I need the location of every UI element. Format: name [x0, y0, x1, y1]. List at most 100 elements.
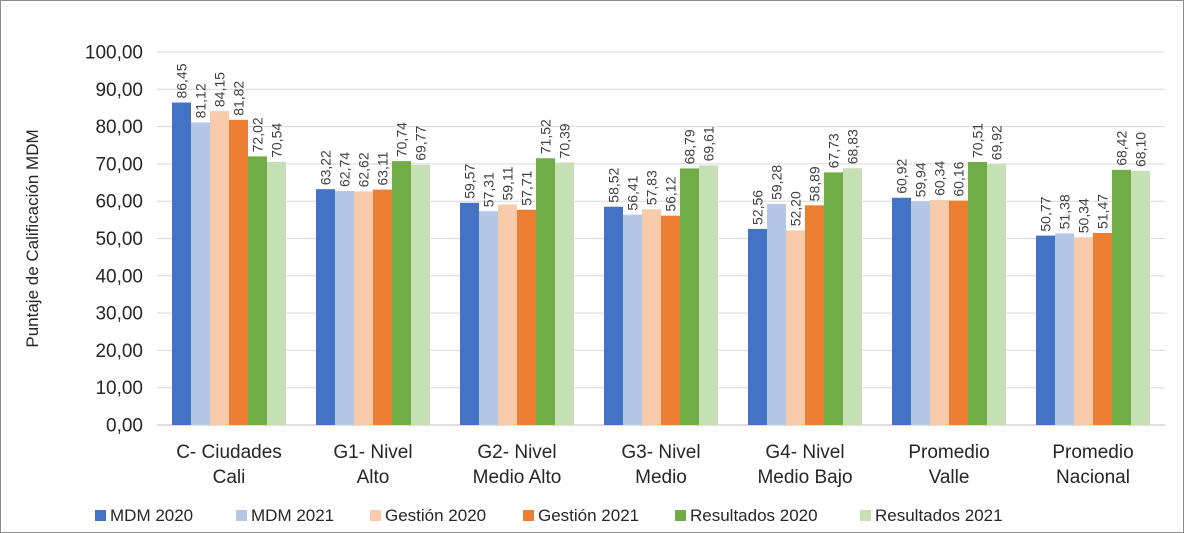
data-label: 57,71 [519, 170, 535, 205]
bar [1093, 233, 1112, 425]
data-label: 58,89 [807, 166, 823, 201]
data-label: 58,52 [606, 167, 622, 202]
bar [642, 209, 661, 425]
bar [1036, 236, 1055, 425]
x-category-label: Valle [929, 467, 970, 488]
data-label: 52,20 [788, 191, 804, 226]
data-label: 62,74 [337, 152, 353, 187]
y-tick-label: 70,00 [95, 154, 143, 175]
data-label: 56,12 [663, 176, 679, 211]
legend-entry: Resultados 2020 [690, 506, 818, 525]
y-tick-label: 60,00 [95, 192, 143, 213]
bar [1131, 171, 1150, 425]
bar [191, 122, 210, 425]
legend-swatch [95, 510, 106, 521]
legend-swatch [860, 510, 871, 521]
bar [354, 191, 373, 425]
y-tick-label: 80,00 [95, 117, 143, 138]
bar [748, 229, 767, 425]
x-category-label: Promedio [1052, 442, 1133, 463]
bar [843, 168, 862, 425]
data-label: 51,47 [1095, 194, 1111, 229]
bar [604, 207, 623, 425]
x-category-label: Promedio [908, 442, 989, 463]
data-label: 67,73 [826, 133, 842, 168]
data-label: 62,62 [356, 152, 372, 187]
data-label: 69,77 [413, 126, 429, 161]
data-label: 68,79 [682, 129, 698, 164]
bar [911, 201, 930, 425]
data-label: 81,82 [231, 81, 247, 116]
bar [555, 162, 574, 425]
bar [680, 168, 699, 425]
data-label: 81,12 [193, 83, 209, 118]
bar [987, 164, 1006, 425]
legend-entry: MDM 2020 [110, 506, 193, 525]
bar [968, 162, 987, 425]
bar [392, 161, 411, 425]
data-label: 68,42 [1114, 131, 1130, 166]
data-label: 71,52 [538, 119, 554, 154]
bar [767, 204, 786, 425]
data-label: 70,54 [269, 123, 285, 158]
legend-swatch [236, 510, 247, 521]
y-tick-label: 30,00 [95, 304, 143, 325]
data-label: 84,15 [212, 72, 228, 107]
y-tick-label: 50,00 [95, 229, 143, 250]
bar [335, 191, 354, 425]
bar [248, 156, 267, 425]
data-label: 60,92 [894, 159, 910, 194]
x-category-label: Medio Alto [473, 467, 562, 488]
y-tick-label: 0,00 [106, 416, 143, 437]
legend-swatch [523, 510, 534, 521]
bar [479, 211, 498, 425]
bar [316, 189, 335, 425]
bar [892, 198, 911, 425]
legend-entry: MDM 2021 [251, 506, 334, 525]
x-category-label: G1- Nivel [333, 442, 412, 463]
data-label: 56,41 [625, 175, 641, 210]
bar [1074, 237, 1093, 425]
bar [805, 205, 824, 425]
x-category-label: C- Ciudades [176, 442, 282, 463]
bar [824, 172, 843, 425]
x-category-label: Medio [635, 467, 687, 488]
y-axis-label: Puntaje de Calificación MDM [23, 129, 42, 347]
y-tick-label: 10,00 [95, 378, 143, 399]
bar [210, 111, 229, 425]
bar [786, 230, 805, 425]
x-category-label: G3- Nivel [621, 442, 700, 463]
data-label: 59,94 [913, 162, 929, 197]
y-tick-label: 20,00 [95, 341, 143, 362]
data-label: 72,02 [250, 117, 266, 152]
legend-swatch [370, 510, 381, 521]
bar [373, 190, 392, 425]
x-category-label: G4- Nivel [765, 442, 844, 463]
legend-swatch [675, 510, 686, 521]
y-axis-ticks: 0,00 10,00 20,00 30,00 40,00 50,00 60,00 70,00 8… [85, 43, 143, 437]
legend: MDM 2020 MDM 2021 Gestión 2020 Gestión 2021… [95, 506, 1003, 525]
bar [1112, 170, 1131, 425]
y-tick-label: 90,00 [95, 80, 143, 101]
data-label: 50,34 [1076, 198, 1092, 233]
bar [1055, 233, 1074, 425]
data-label: 63,22 [318, 150, 334, 185]
x-category-label: Cali [213, 467, 246, 488]
x-category-label: Medio Bajo [757, 467, 852, 488]
x-category-label: Alto [357, 467, 390, 488]
data-label: 51,38 [1057, 194, 1073, 229]
bar [949, 201, 968, 425]
data-label: 59,57 [462, 164, 478, 199]
data-label: 63,11 [375, 151, 391, 185]
data-label: 68,10 [1133, 132, 1149, 167]
bar [930, 200, 949, 425]
bar [536, 158, 555, 425]
legend-entry: Gestión 2021 [538, 506, 639, 525]
data-label: 57,31 [481, 172, 497, 207]
bar [623, 215, 642, 425]
x-category-label: Nacional [1056, 467, 1130, 488]
data-label: 69,92 [989, 125, 1005, 160]
bar [699, 165, 718, 425]
bar [460, 203, 479, 425]
